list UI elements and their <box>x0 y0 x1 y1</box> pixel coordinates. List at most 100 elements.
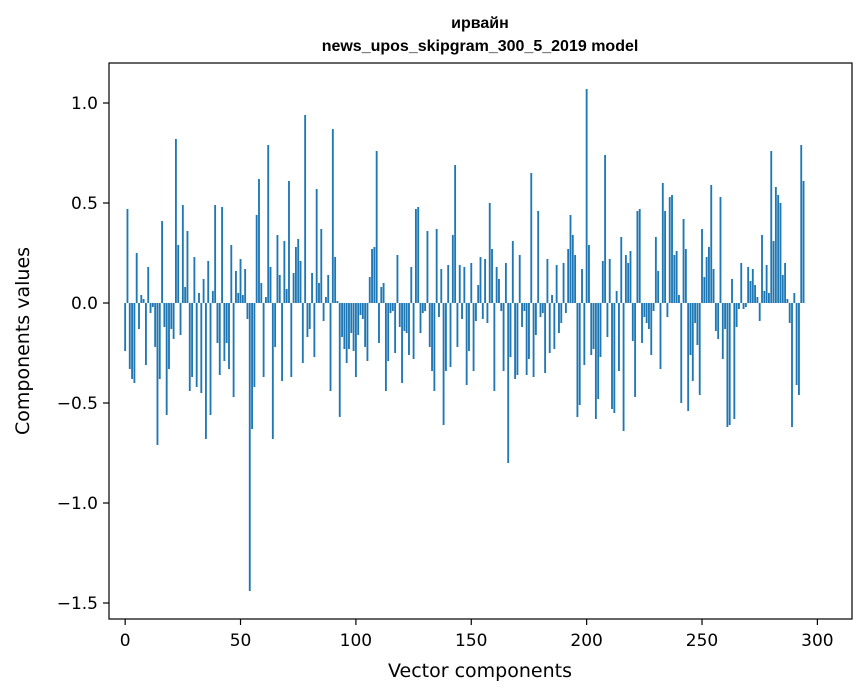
bar-237 <box>671 195 673 303</box>
bar-230 <box>654 237 657 303</box>
bar-57 <box>255 215 258 303</box>
bar-197 <box>578 303 581 405</box>
x-axis-ticks: 0 50 100 150 200 250 300 <box>120 619 834 651</box>
bar-260 <box>724 303 727 329</box>
bar-42 <box>221 207 223 303</box>
bar-222 <box>636 211 639 303</box>
bar-286 <box>784 263 787 303</box>
bar-101 <box>357 303 360 335</box>
bar-34 <box>202 279 205 303</box>
bar-269 <box>744 303 747 307</box>
bar-33 <box>200 303 203 393</box>
bar-220 <box>631 303 634 341</box>
bar-234 <box>664 211 667 303</box>
bar-274 <box>756 297 759 303</box>
y-axis-ticks: −1.5 −1.0 −0.5 0.0 0.5 1.0 <box>57 94 109 614</box>
bar-55 <box>251 303 253 429</box>
bar-23 <box>177 245 180 303</box>
bar-0 <box>124 303 127 351</box>
bar-181 <box>541 303 544 313</box>
bar-41 <box>218 303 221 375</box>
bar-102 <box>359 303 362 315</box>
bar-146 <box>461 303 463 319</box>
bar-192 <box>567 249 570 303</box>
bar-144 <box>456 303 459 347</box>
bar-67 <box>278 275 281 303</box>
bar-219 <box>629 251 632 303</box>
bar-175 <box>528 303 530 359</box>
x-tick-label: 100 <box>340 631 372 651</box>
bar-188 <box>558 303 560 333</box>
bar-93 <box>338 303 341 417</box>
bar-133 <box>431 303 433 371</box>
bar-138 <box>442 303 445 425</box>
bar-171 <box>518 255 521 303</box>
bar-153 <box>477 285 480 303</box>
bar-38 <box>211 291 214 303</box>
bar-99 <box>352 303 355 351</box>
bar-51 <box>241 295 244 303</box>
bar-199 <box>583 303 586 365</box>
bar-176 <box>530 173 533 303</box>
bar-61 <box>264 297 267 303</box>
bar-68 <box>281 303 283 381</box>
bar-239 <box>675 251 678 303</box>
bar-149 <box>468 303 470 351</box>
bar-15 <box>158 303 161 379</box>
y-tick-label: 0.5 <box>71 194 98 214</box>
bar-100 <box>354 303 357 377</box>
bar-191 <box>564 303 567 313</box>
bar-44 <box>225 303 228 343</box>
bar-151 <box>472 303 475 371</box>
bar-259 <box>721 303 724 359</box>
bar-85 <box>320 229 323 303</box>
bar-194 <box>571 235 574 303</box>
bar-293 <box>800 145 803 303</box>
bar-225 <box>643 303 646 317</box>
bar-8 <box>142 299 145 303</box>
bar-215 <box>620 237 623 303</box>
bar-5 <box>135 253 138 303</box>
bar-242 <box>682 219 685 303</box>
bar-228 <box>650 303 653 355</box>
bar-276 <box>761 235 763 303</box>
bar-12 <box>151 303 154 307</box>
bar-31 <box>195 303 198 387</box>
y-tick-label: −1.5 <box>57 594 98 614</box>
bar-271 <box>749 281 752 303</box>
bar-11 <box>149 303 152 313</box>
bar-216 <box>622 303 625 431</box>
bar-226 <box>645 303 648 323</box>
bar-52 <box>244 269 247 303</box>
bar-18 <box>165 303 168 415</box>
bar-126 <box>414 209 417 303</box>
bar-246 <box>691 303 694 381</box>
bar-73 <box>292 273 295 303</box>
y-tick-label: −0.5 <box>57 394 98 414</box>
bar-14 <box>156 303 159 445</box>
bar-170 <box>516 303 519 375</box>
chart-title-line1: ирвайн <box>451 15 509 32</box>
bar-245 <box>689 303 692 355</box>
bar-1 <box>126 209 129 303</box>
bar-96 <box>345 303 348 363</box>
bar-227 <box>648 303 650 329</box>
bar-240 <box>678 295 680 303</box>
y-axis-label: Components values <box>12 247 34 435</box>
bar-206 <box>599 303 602 357</box>
bar-185 <box>551 295 553 303</box>
bar-238 <box>673 255 676 303</box>
bar-251 <box>703 277 706 303</box>
bar-214 <box>618 303 620 371</box>
bar-86 <box>322 303 325 321</box>
bar-282 <box>774 187 777 303</box>
bar-184 <box>548 303 551 353</box>
bar-266 <box>738 303 740 309</box>
bar-81 <box>311 273 313 303</box>
bar-118 <box>396 255 399 303</box>
bar-112 <box>382 283 385 303</box>
bar-200 <box>585 89 588 303</box>
bar-72 <box>290 303 293 377</box>
bar-203 <box>592 303 595 349</box>
bar-278 <box>765 265 768 303</box>
